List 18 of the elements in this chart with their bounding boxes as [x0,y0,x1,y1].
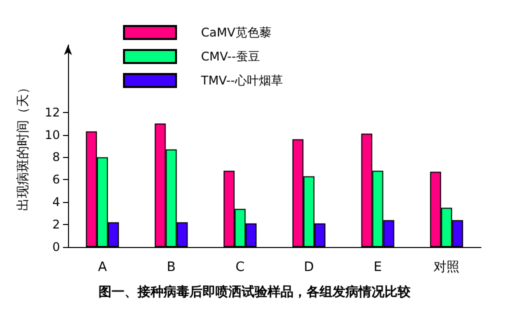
y-tick-label: 0 [52,240,60,254]
x-tick-label: C [236,260,245,275]
y-tick-label: 2 [52,218,60,232]
x-tick-label: D [304,260,314,275]
y-tick-label: 10 [44,128,60,142]
legend-label: CMV--蚕豆 [201,50,260,64]
legend-label: TMV--心叶烟草 [200,74,283,88]
x-tick-label: A [98,260,107,275]
y-axis-title: 出现病斑的时间（天） [16,81,31,211]
x-tick-label: E [374,260,382,275]
y-tick-label: 8 [52,150,60,164]
text: 图一、接种病毒后即喷洒试验样品，各组发病情况比较 [98,284,412,300]
y-tick-label: 4 [52,195,60,210]
y-tick-label: 12 [44,105,60,120]
x-tick-label: B [166,260,176,275]
y-tick-label: 6 [52,172,60,187]
x-tick-label: 对照 [434,260,460,275]
legend-label: CaMV苋色藜 [201,26,272,40]
